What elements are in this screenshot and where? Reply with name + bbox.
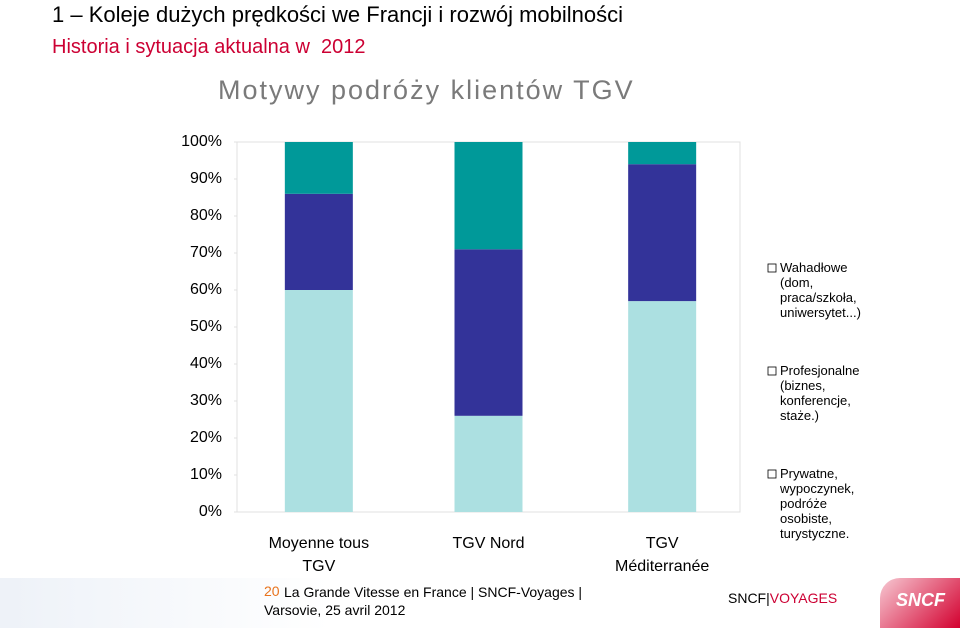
x-tick-label: Moyenne tous TGV <box>268 535 370 575</box>
page-number: 20 <box>264 583 280 599</box>
bar-segment <box>628 164 697 302</box>
y-tick-label: 0% <box>199 503 222 520</box>
footer-decoration <box>0 578 330 628</box>
legend-label: Wahadłowe (dom, praca/szkoła, uniwersyte… <box>780 260 861 320</box>
legend-label: Prywatne, wypoczynek, podróże osobiste, … <box>780 466 855 541</box>
y-tick-label: 20% <box>190 429 222 446</box>
legend-label: Profesjonalne (biznes, konferencje, staż… <box>780 363 860 423</box>
y-tick-label: 40% <box>190 355 222 372</box>
y-tick-label: 100% <box>181 133 222 150</box>
logo: SNCF <box>896 590 945 610</box>
brand-separator: | <box>766 590 770 606</box>
bar-segment <box>284 142 353 194</box>
slide-title: 1 – Koleje dużych prędkości we Francji i… <box>52 2 624 27</box>
bar-segment <box>284 290 353 512</box>
y-tick-label: 60% <box>190 281 222 298</box>
footer-text: La Grande Vitesse en France | SNCF-Voyag… <box>264 584 583 618</box>
chart-title: Motywy podróży klientów TGV <box>218 75 635 105</box>
y-tick-label: 10% <box>190 466 222 483</box>
legend-marker <box>767 366 777 376</box>
bar-segment <box>454 415 523 512</box>
brand-right: VOYAGES <box>769 590 838 606</box>
footer-brand: SNCF|VOYAGES <box>728 590 837 606</box>
y-tick-label: 70% <box>190 244 222 261</box>
brand-left: SNCF <box>728 590 767 606</box>
bar-segment <box>284 193 353 290</box>
bar-segment <box>628 301 697 512</box>
y-tick-label: 30% <box>190 392 222 409</box>
x-tick-label: TGV Nord <box>452 535 525 552</box>
y-tick-label: 80% <box>190 207 222 224</box>
slide-subtitle: Historia i sytuacja aktualna w 2012 <box>52 36 366 58</box>
x-tick-label: TGV Méditerranée <box>615 535 710 575</box>
y-tick-label: 50% <box>190 318 222 335</box>
bar-segment <box>454 142 523 250</box>
logo-background <box>880 578 960 628</box>
legend-marker <box>767 263 777 273</box>
legend-marker <box>767 469 777 479</box>
y-tick-label: 90% <box>190 170 222 187</box>
bar-segment <box>454 249 523 416</box>
bar-segment <box>628 142 697 165</box>
